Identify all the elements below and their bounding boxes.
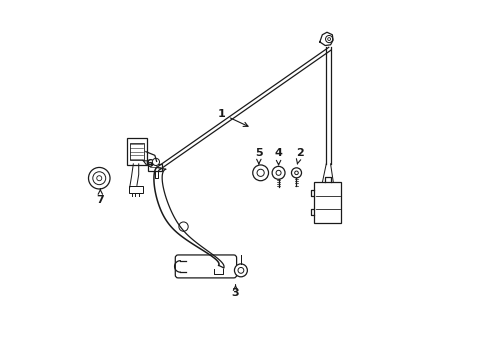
Circle shape (234, 264, 247, 277)
Circle shape (238, 267, 244, 273)
Circle shape (294, 171, 298, 175)
Text: 3: 3 (231, 285, 239, 298)
Circle shape (179, 222, 188, 231)
Bar (128, 186, 142, 193)
Circle shape (93, 172, 105, 185)
Bar (148, 163, 162, 171)
Text: 6: 6 (142, 159, 153, 169)
Text: 7: 7 (96, 189, 104, 205)
Circle shape (257, 169, 264, 176)
Circle shape (97, 176, 102, 181)
Circle shape (291, 168, 301, 178)
Circle shape (276, 170, 281, 175)
Bar (130, 143, 143, 160)
Text: 2: 2 (296, 148, 304, 164)
Text: 1: 1 (217, 109, 247, 126)
FancyBboxPatch shape (314, 182, 341, 223)
Circle shape (88, 167, 110, 189)
Circle shape (271, 166, 285, 179)
FancyBboxPatch shape (175, 255, 236, 278)
Circle shape (252, 165, 268, 181)
Circle shape (152, 158, 159, 166)
Text: 4: 4 (274, 148, 282, 165)
FancyBboxPatch shape (126, 138, 147, 165)
Circle shape (327, 38, 330, 41)
Circle shape (325, 36, 332, 42)
Text: 5: 5 (255, 148, 262, 164)
